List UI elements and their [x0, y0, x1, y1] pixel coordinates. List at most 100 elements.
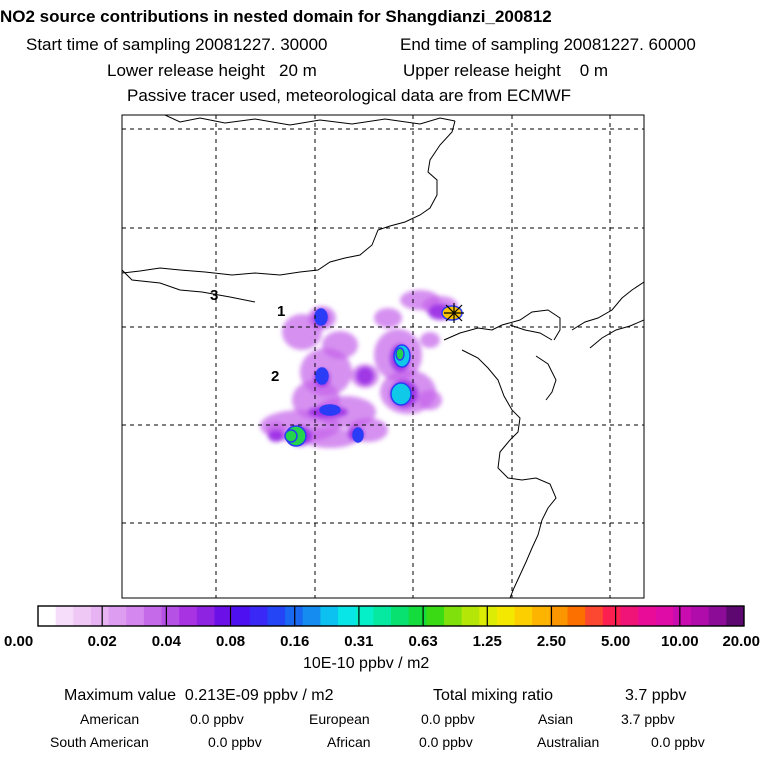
- plume-mid: [356, 367, 374, 385]
- border-line: [122, 120, 456, 276]
- map-label-3: 3: [210, 287, 218, 304]
- plume-core: [315, 367, 329, 385]
- colorbar-tick-label: 2.50: [537, 633, 566, 650]
- colorbar-cell: [267, 606, 286, 626]
- region-name: African: [327, 734, 371, 750]
- colorbar-cell: [585, 606, 604, 626]
- colorbar-cell: [373, 606, 392, 626]
- region-name: American: [80, 711, 140, 727]
- colorbar-cell: [73, 606, 92, 626]
- colorbar-cell: [461, 606, 480, 626]
- colorbar-cell: [355, 606, 374, 626]
- colorbar-cell: [108, 606, 127, 626]
- region-name: European: [309, 711, 370, 727]
- total-mixing-value: 3.7 ppbv: [625, 687, 687, 704]
- tracer-note: Passive tracer used, meteorological data…: [127, 86, 572, 105]
- region-value: 0.0 ppbv: [421, 711, 475, 727]
- map-borders: [122, 115, 644, 598]
- colorbar-frame: [37, 605, 745, 627]
- colorbar-cell: [549, 606, 568, 626]
- colorbar-cell: [408, 606, 427, 626]
- colorbar-cell: [443, 606, 463, 626]
- plume-cores: [284, 305, 463, 447]
- colorbar-cell: [496, 606, 516, 626]
- max-value-label: Maximum value 0.213E-09 ppbv / m2: [64, 687, 334, 704]
- colorbar-tick-label: 1.25: [473, 633, 502, 650]
- border-line: [535, 355, 557, 401]
- colorbar: [38, 606, 745, 626]
- plume-core: [319, 404, 341, 416]
- colorbar-tick-label: 0.63: [408, 633, 437, 650]
- plume-core: [352, 427, 364, 443]
- plume-layer: [260, 290, 458, 448]
- region-value: 0.0 ppbv: [208, 734, 262, 750]
- colorbar-cell: [249, 606, 268, 626]
- colorbar-cell: [691, 606, 710, 626]
- chart-title: NO2 source contributions in nested domai…: [0, 7, 552, 26]
- colorbar-tick-label: 20.00: [722, 633, 760, 650]
- receptor-marker: [444, 303, 464, 323]
- colorbar-tick-label: 5.00: [601, 633, 630, 650]
- border-line: [571, 281, 644, 331]
- colorbar-cell: [179, 606, 198, 626]
- start-time-label: Start time of sampling 20081227. 30000: [26, 35, 328, 54]
- border-line: [589, 319, 644, 349]
- total-mixing-label: Total mixing ratio: [433, 687, 554, 704]
- colorbar-cell: [532, 606, 551, 626]
- colorbar-cell: [602, 606, 621, 626]
- colorbar-cell: [514, 606, 533, 626]
- plume-halo: [418, 390, 442, 410]
- colorbar-cell: [320, 606, 339, 626]
- region-value: 0.0 ppbv: [651, 734, 705, 750]
- colorbar-unit: 10E-10 ppbv / m2: [303, 655, 430, 672]
- plume-core: [395, 347, 405, 361]
- colorbar-tick-label: 10.00: [661, 633, 699, 650]
- colorbar-cell: [673, 606, 692, 626]
- colorbar-cell: [196, 606, 215, 626]
- border-line: [461, 349, 557, 598]
- colorbar-cell: [302, 606, 321, 626]
- region-name: South American: [50, 734, 149, 750]
- colorbar-tick-label: 0.16: [280, 633, 309, 650]
- colorbar-cell: [214, 606, 233, 626]
- colorbar-cell: [232, 606, 251, 626]
- region-name: Australian: [537, 734, 600, 750]
- colorbar-cell: [391, 606, 410, 626]
- plume-mid: [268, 430, 284, 442]
- colorbar-tick-label: 0.00: [4, 633, 33, 650]
- border-line: [122, 269, 256, 303]
- border-line: [164, 115, 456, 126]
- colorbar-cell: [708, 606, 727, 626]
- colorbar-cell: [426, 606, 445, 626]
- colorbar-cell: [338, 606, 357, 626]
- colorbar-cell: [638, 606, 657, 626]
- colorbar-cell: [479, 606, 498, 626]
- colorbar-tick-label: 0.04: [152, 633, 182, 650]
- map-label-1: 1: [277, 303, 285, 320]
- plume-halo: [302, 428, 358, 448]
- plume-core: [314, 308, 328, 326]
- end-time-label: End time of sampling 20081227. 60000: [400, 35, 696, 54]
- map-area: [122, 115, 644, 598]
- map-label-2: 2: [271, 368, 279, 385]
- colorbar-cell: [567, 606, 586, 626]
- region-value: 0.0 ppbv: [419, 734, 473, 750]
- colorbar-cell: [126, 606, 145, 626]
- lower-release-label: Lower release height 20 m: [107, 61, 317, 80]
- colorbar-cell: [55, 606, 74, 626]
- region-value: 0.0 ppbv: [190, 711, 244, 727]
- colorbar-cell: [620, 606, 639, 626]
- plume-halo: [374, 308, 402, 328]
- region-name: Asian: [538, 711, 574, 727]
- colorbar-cell: [143, 606, 163, 626]
- upper-release-label: Upper release height 0 m: [403, 61, 609, 80]
- colorbar-cell: [655, 606, 674, 626]
- colorbar-cell: [38, 606, 57, 626]
- plume-halo: [420, 332, 440, 348]
- map-frame: [121, 114, 645, 599]
- colorbar-cell: [90, 606, 110, 626]
- colorbar-ticks: 0.00 0.02 0.04 0.08 0.16 0.31 0.63 1.25 2.50 5.00…: [4, 606, 760, 650]
- border-line: [443, 309, 561, 341]
- colorbar-tick-label: 0.02: [88, 633, 117, 650]
